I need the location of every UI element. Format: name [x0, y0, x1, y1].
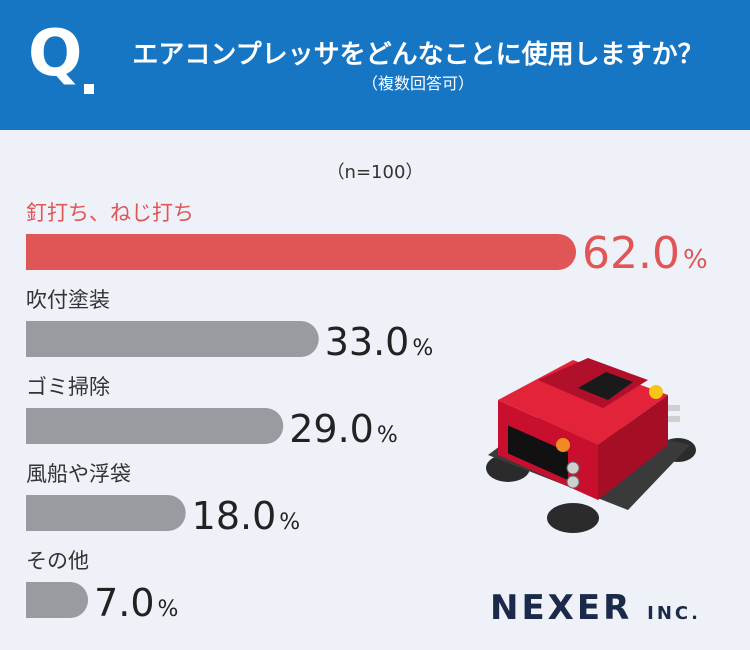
compressor-valve	[668, 405, 680, 411]
question-text: エアコンプレッサをどんなことに使用しますか？	[132, 40, 704, 70]
compressor-body-side	[598, 395, 668, 500]
category-label: 釘打ち、ねじ打ち	[26, 201, 194, 225]
value-label: 62.0%	[582, 228, 708, 279]
compressor-grille	[508, 425, 568, 481]
value-unit: %	[158, 597, 179, 622]
value-unit: %	[683, 245, 708, 275]
category-label: ゴミ掃除	[26, 375, 110, 399]
sample-size: （n=100）	[326, 162, 424, 183]
bar	[26, 495, 186, 531]
value-unit: %	[279, 510, 300, 535]
value-number: 7.0	[94, 581, 154, 625]
bar	[26, 321, 319, 357]
bar	[26, 234, 576, 270]
compressor-knob	[649, 385, 663, 399]
value-unit: %	[377, 423, 398, 448]
question-header: Q エアコンプレッサをどんなことに使用しますか？ （複数回答可）	[0, 0, 750, 130]
compressor-panel	[578, 372, 633, 400]
compressor-gauge	[556, 438, 570, 452]
q-label: Q	[28, 17, 83, 91]
compressor-foot	[547, 503, 599, 533]
value-number: 18.0	[192, 494, 277, 538]
value-label: 7.0%	[94, 581, 178, 625]
category-label: 風船や浮袋	[26, 462, 131, 486]
bar	[26, 408, 284, 444]
air-compressor-illustration	[486, 358, 696, 533]
compressor-valve	[668, 416, 680, 422]
logo-main: NEXER	[490, 588, 633, 628]
value-label: 29.0%	[289, 407, 398, 451]
q-dot	[84, 84, 94, 94]
nexer-logo: NEXER INC.	[490, 588, 701, 628]
bar-chart: 釘打ち、ねじ打ち 62.0 % 吹付塗装 33.0 % ゴミ掃除 29.0 % 風船や浮袋 18.0…	[26, 201, 708, 625]
bar	[26, 582, 89, 618]
logo-suffix: INC.	[647, 603, 701, 624]
category-label: その他	[26, 549, 89, 573]
category-label: 吹付塗装	[26, 288, 110, 312]
value-label: 33.0%	[325, 320, 434, 364]
value-label: 18.0%	[192, 494, 301, 538]
compressor-coupler	[566, 461, 580, 475]
value-number: 62.0	[582, 228, 680, 279]
question-note: （複数回答可）	[361, 74, 474, 93]
value-unit: %	[412, 336, 433, 361]
value-number: 33.0	[325, 320, 410, 364]
value-number: 29.0	[289, 407, 374, 451]
compressor-coupler	[566, 475, 580, 489]
